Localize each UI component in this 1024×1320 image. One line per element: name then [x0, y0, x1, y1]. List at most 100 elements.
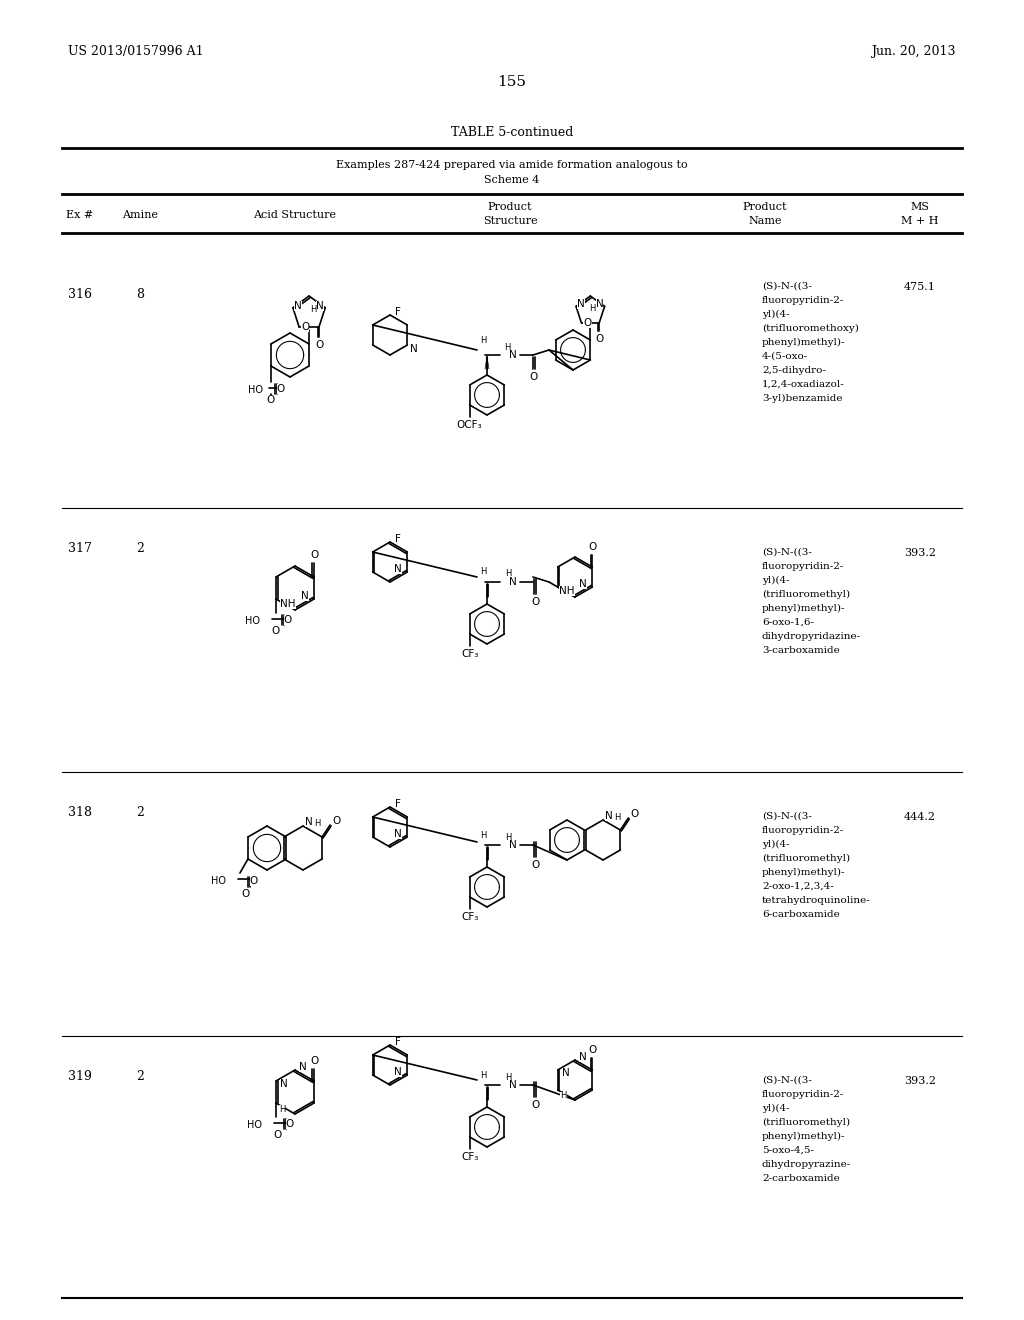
Text: N: N	[394, 829, 402, 840]
Text: (S)-N-((3-: (S)-N-((3-	[762, 812, 812, 821]
Text: O: O	[332, 816, 340, 826]
Text: NH: NH	[281, 599, 296, 609]
Text: N: N	[299, 1063, 307, 1072]
Text: (trifluoromethyl): (trifluoromethyl)	[762, 590, 850, 599]
Text: 475.1: 475.1	[904, 282, 936, 292]
Text: Jun. 20, 2013: Jun. 20, 2013	[871, 45, 956, 58]
Text: (S)-N-((3-: (S)-N-((3-	[762, 282, 812, 290]
Text: O: O	[530, 597, 539, 607]
Text: 5-oxo-4,5-: 5-oxo-4,5-	[762, 1146, 814, 1155]
Text: phenyl)methyl)-: phenyl)methyl)-	[762, 1133, 846, 1140]
Text: F: F	[395, 799, 401, 809]
Text: fluoropyridin-2-: fluoropyridin-2-	[762, 562, 845, 572]
Text: H: H	[590, 304, 596, 313]
Text: O: O	[315, 339, 324, 350]
Text: H: H	[310, 305, 316, 314]
Text: O: O	[530, 861, 539, 870]
Text: TABLE 5-continued: TABLE 5-continued	[451, 125, 573, 139]
Text: H: H	[613, 813, 621, 822]
Text: 155: 155	[498, 75, 526, 88]
Text: phenyl)methyl)-: phenyl)methyl)-	[762, 338, 846, 347]
Text: F: F	[395, 308, 401, 317]
Text: HO: HO	[247, 1119, 262, 1130]
Text: N: N	[305, 817, 313, 828]
Text: Structure: Structure	[482, 216, 538, 226]
Text: tetrahydroquinoline-: tetrahydroquinoline-	[762, 896, 870, 906]
Text: US 2013/0157996 A1: US 2013/0157996 A1	[68, 45, 204, 58]
Text: N: N	[562, 1068, 569, 1078]
Text: O: O	[530, 1100, 539, 1110]
Text: 6-oxo-1,6-: 6-oxo-1,6-	[762, 618, 814, 627]
Text: NH: NH	[559, 586, 574, 597]
Text: (S)-N-((3-: (S)-N-((3-	[762, 1076, 812, 1085]
Text: Acid Structure: Acid Structure	[254, 210, 337, 220]
Text: O: O	[286, 1119, 294, 1129]
Text: H: H	[480, 832, 486, 841]
Text: O: O	[584, 318, 592, 329]
Text: 393.2: 393.2	[904, 1076, 936, 1086]
Text: H: H	[504, 342, 510, 351]
Text: N: N	[509, 577, 517, 587]
Text: N: N	[580, 579, 587, 589]
Text: 393.2: 393.2	[904, 548, 936, 558]
Text: O: O	[242, 888, 250, 899]
Text: 2: 2	[136, 1069, 144, 1082]
Text: N: N	[509, 840, 517, 850]
Text: M + H: M + H	[901, 216, 939, 226]
Text: yl)(4-: yl)(4-	[762, 1104, 790, 1113]
Text: 3-carboxamide: 3-carboxamide	[762, 645, 840, 655]
Text: phenyl)methyl)-: phenyl)methyl)-	[762, 605, 846, 612]
Text: H: H	[505, 833, 511, 842]
Text: H: H	[505, 569, 511, 578]
Text: (trifluoromethyl): (trifluoromethyl)	[762, 854, 850, 863]
Text: Ex #: Ex #	[67, 210, 93, 220]
Text: N: N	[578, 300, 585, 309]
Text: N: N	[410, 343, 417, 354]
Text: H: H	[480, 337, 486, 345]
Text: 319: 319	[68, 1069, 92, 1082]
Text: Amine: Amine	[122, 210, 158, 220]
Text: H: H	[480, 1071, 486, 1080]
Text: yl)(4-: yl)(4-	[762, 576, 790, 585]
Text: N: N	[605, 810, 613, 821]
Text: fluoropyridin-2-: fluoropyridin-2-	[762, 296, 845, 305]
Text: dihydropyridazine-: dihydropyridazine-	[762, 632, 861, 642]
Text: O: O	[276, 384, 285, 393]
Text: O: O	[273, 1130, 282, 1140]
Text: CF₃: CF₃	[461, 649, 478, 659]
Text: O: O	[528, 372, 538, 381]
Text: fluoropyridin-2-: fluoropyridin-2-	[762, 826, 845, 836]
Text: Product: Product	[742, 202, 787, 213]
Text: H: H	[480, 568, 486, 577]
Text: O: O	[595, 334, 603, 345]
Text: N: N	[509, 1080, 517, 1090]
Text: OCF₃: OCF₃	[457, 420, 482, 430]
Text: (S)-N-((3-: (S)-N-((3-	[762, 548, 812, 557]
Text: 318: 318	[68, 805, 92, 818]
Text: 3-yl)benzamide: 3-yl)benzamide	[762, 393, 843, 403]
Text: yl)(4-: yl)(4-	[762, 840, 790, 849]
Text: phenyl)methyl)-: phenyl)methyl)-	[762, 869, 846, 876]
Text: N: N	[294, 301, 302, 310]
Text: HO: HO	[211, 876, 226, 886]
Text: HO: HO	[245, 616, 260, 626]
Text: N: N	[301, 591, 309, 601]
Text: O: O	[630, 809, 638, 818]
Text: H: H	[279, 1105, 285, 1114]
Text: HO: HO	[248, 385, 263, 395]
Text: O: O	[271, 626, 281, 636]
Text: O: O	[250, 876, 258, 886]
Text: O: O	[310, 550, 318, 560]
Text: 2: 2	[136, 541, 144, 554]
Text: yl)(4-: yl)(4-	[762, 310, 790, 319]
Text: N: N	[394, 564, 402, 574]
Text: dihydropyrazine-: dihydropyrazine-	[762, 1160, 851, 1170]
Text: 1,2,4-oxadiazol-: 1,2,4-oxadiazol-	[762, 380, 845, 389]
Text: 2-oxo-1,2,3,4-: 2-oxo-1,2,3,4-	[762, 882, 834, 891]
Text: (trifluoromethyl): (trifluoromethyl)	[762, 1118, 850, 1127]
Text: 6-carboxamide: 6-carboxamide	[762, 909, 840, 919]
Text: Scheme 4: Scheme 4	[484, 176, 540, 185]
Text: N: N	[394, 1067, 402, 1077]
Text: O: O	[301, 322, 309, 331]
Text: O: O	[267, 395, 275, 405]
